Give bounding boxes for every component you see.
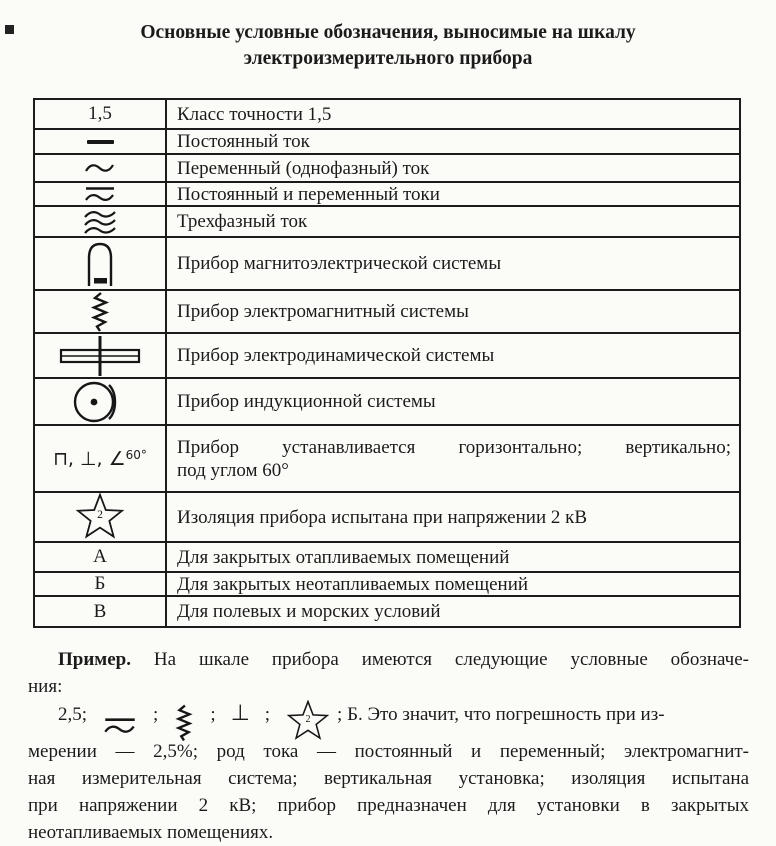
description-cell: Постоянный и переменный токи: [165, 183, 739, 205]
star-insulation-icon: 2: [286, 700, 330, 740]
three-phase-current-icon: [84, 210, 116, 234]
star-voltage-label: 2: [97, 509, 103, 521]
dc-ac-current-icon: [85, 186, 114, 201]
table-row: Б Для закрытых неотапливаемых помещений: [35, 573, 739, 597]
symbol-cell: [35, 155, 165, 181]
electromagnetic-system-icon: [175, 704, 193, 742]
symbol-cell: [35, 183, 165, 205]
description-cell: Прибор электромагнитный системы: [165, 291, 739, 332]
star-voltage-label: 2: [306, 714, 311, 725]
electrodynamic-system-icon: [59, 335, 141, 376]
row-description: Прибор индукционной системы: [177, 391, 436, 412]
magnetoelectric-system-icon: [87, 242, 113, 286]
description-cell: Изоляция прибора испытана при напряжении…: [165, 493, 739, 541]
category-a-symbol: А: [93, 546, 107, 567]
table-row: Трехфазный ток: [35, 207, 739, 238]
example-symbols-tail: ; Б. Это значит, что погрешность при из-: [337, 704, 665, 725]
table-row: А Для закрытых отапливаемых помещений: [35, 543, 739, 573]
table-row: Постоянный и переменный токи: [35, 183, 739, 207]
example-accuracy-value: 2,5;: [58, 704, 88, 725]
row-description: Прибор магнитоэлектрической системы: [177, 253, 502, 274]
row-description-line1: Прибор устанавливается горизонтально; ве…: [177, 436, 731, 458]
mounting-symbols-glyphs: ⊓, ⊥, ∠: [53, 447, 126, 470]
row-description: Для полевых и морских условий: [177, 601, 441, 622]
table-row: 2 Изоляция прибора испытана при напряжен…: [35, 493, 739, 543]
description-cell: Прибор магнитоэлектрической системы: [165, 238, 739, 289]
symbol-cell: [35, 130, 165, 153]
example-line-7: неотапливаемых помещениях.: [28, 822, 274, 843]
example-keyword: Пример.: [58, 649, 131, 670]
description-cell: Для закрытых неотапливаемых помещений: [165, 573, 739, 595]
example-line-6: при напряжении 2 кВ; прибор предназначен…: [28, 795, 749, 816]
example-line-2: ния:: [28, 676, 63, 697]
description-cell: Постоянный ток: [165, 130, 739, 153]
scan-artifact-speck: [5, 25, 14, 34]
separator: ;: [210, 704, 216, 725]
symbols-table: 1,5 Класс точности 1,5 Постоянный ток Пе…: [33, 98, 741, 628]
mounting-symbols-text: ⊓, ⊥, ∠60°: [53, 448, 147, 470]
row-description: Изоляция прибора испытана при напряжении…: [177, 506, 588, 528]
description-cell: Прибор электродинамической системы: [165, 334, 739, 377]
row-description: Трехфазный ток: [177, 211, 308, 232]
electromagnetic-system-icon: [90, 291, 110, 332]
row-description: Прибор электромагнитный системы: [177, 301, 469, 322]
dc-ac-current-icon: [104, 718, 135, 733]
table-row: Прибор электромагнитный системы: [35, 291, 739, 334]
symbol-cell: [35, 238, 165, 289]
description-cell: Переменный (однофазный) ток: [165, 155, 739, 181]
category-b-symbol: Б: [94, 573, 106, 594]
row-description-line2: под углом 60°: [177, 459, 289, 481]
row-description: Для закрытых отапливаемых помещений: [177, 546, 510, 568]
table-row: Прибор индукционной системы: [35, 379, 739, 426]
page-title: Основные условные обозначения, выносимые…: [0, 20, 776, 72]
table-row: 1,5 Класс точности 1,5: [35, 100, 739, 130]
table-row: ⊓, ⊥, ∠60° Прибор устанавливается горизо…: [35, 426, 739, 493]
row-description: Для закрытых неотапливаемых помещений: [177, 573, 529, 595]
row-description: Постоянный ток: [177, 131, 310, 152]
example-line1-text: На шкале прибора имеются следующие услов…: [131, 649, 749, 670]
row-description: Класс точности 1,5: [177, 103, 332, 125]
symbol-cell: 2: [35, 493, 165, 541]
description-cell: Прибор индукционной системы: [165, 379, 739, 424]
separator: ;: [153, 704, 159, 725]
table-row: В Для полевых и морских условий: [35, 597, 739, 626]
row-description: Постоянный и переменный токи: [177, 183, 440, 205]
category-v-symbol: В: [93, 600, 107, 622]
symbol-cell: [35, 334, 165, 377]
table-row: Постоянный ток: [35, 130, 739, 155]
example-line-4: мерении — 2,5%; род тока — постоянный и …: [28, 741, 749, 762]
description-cell: Трехфазный ток: [165, 207, 739, 236]
row-description: Прибор электродинамической системы: [177, 345, 495, 366]
star-insulation-icon: 2: [75, 493, 125, 539]
table-row: Переменный (однофазный) ток: [35, 155, 739, 183]
page-title-line2: электроизмерительного прибора: [243, 48, 533, 69]
page-title-line1: Основные условные обозначения, выносимые…: [140, 22, 636, 43]
accuracy-class-symbol: 1,5: [88, 103, 112, 124]
symbol-cell: [35, 379, 165, 424]
example-paragraph: Пример. На шкале прибора имеются следующ…: [28, 646, 749, 846]
mounting-position-symbols: ⊓, ⊥, ∠60°: [35, 426, 165, 491]
description-cell: Для закрытых отапливаемых помещений: [165, 543, 739, 571]
example-line-1: Пример. На шкале прибора имеются следующ…: [28, 646, 749, 673]
ac-current-icon: [85, 164, 114, 172]
symbol-cell: [35, 291, 165, 332]
symbol-cell: [35, 207, 165, 236]
dc-current-icon: [86, 139, 114, 144]
example-symbols-line: 2,5; ; ; ⊥ ; 2 ; Б. Это значит, что погр…: [28, 700, 749, 742]
example-line-5: ная измерительная система; вертикальная …: [28, 768, 749, 789]
description-cell: Класс точности 1,5: [165, 100, 739, 128]
vertical-mounting-symbol: ⊥: [230, 701, 250, 726]
separator: ;: [264, 704, 271, 725]
table-row: Прибор магнитоэлектрической системы: [35, 238, 739, 291]
description-cell: Прибор устанавливается горизонтально; ве…: [165, 426, 739, 491]
table-row: Прибор электродинамической системы: [35, 334, 739, 379]
induction-system-icon: [73, 381, 117, 422]
mounting-angle-value: 60°: [125, 447, 147, 462]
description-cell: Для полевых и морских условий: [165, 597, 739, 626]
row-description: Переменный (однофазный) ток: [177, 157, 430, 179]
